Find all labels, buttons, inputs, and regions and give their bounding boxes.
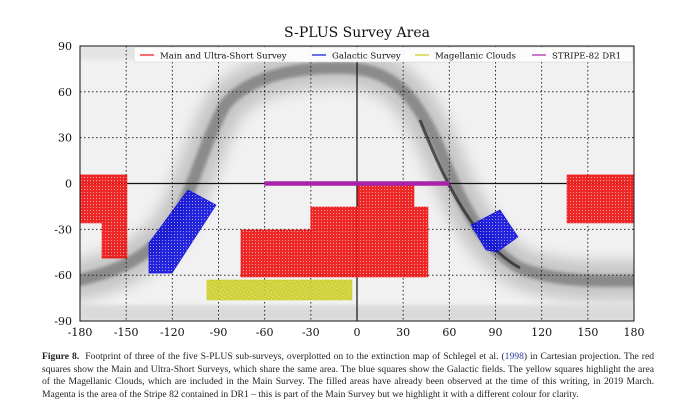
- citation-link[interactable]: 1998: [504, 351, 524, 362]
- x-tick-label: 30: [396, 326, 410, 339]
- y-tick-label: 30: [58, 132, 72, 145]
- x-tick-label: -90: [210, 326, 228, 339]
- footprint-region: [470, 209, 519, 253]
- y-tick-label: -90: [54, 315, 72, 328]
- series-magellanic-clouds: [206, 279, 353, 301]
- caption-text-1: Footprint of three of the five S-PLUS su…: [85, 351, 505, 362]
- legend-box: [133, 46, 634, 63]
- x-tick-label: -120: [160, 326, 185, 339]
- y-tick-label: -60: [54, 269, 72, 282]
- legend-label: Main and Ultra-Short Survey: [160, 52, 287, 62]
- plot-frame: [79, 45, 635, 322]
- x-tick-label: 120: [531, 326, 552, 339]
- y-tick-label: 0: [65, 178, 72, 191]
- x-tick-label: -150: [114, 326, 139, 339]
- footprint-region: [80, 174, 128, 259]
- dust-lane: [418, 119, 521, 270]
- legend: Main and Ultra-Short Survey Galactic Surv…: [133, 46, 634, 63]
- x-tick-label: 60: [442, 326, 456, 339]
- footprint-region: [148, 189, 217, 274]
- legend-label: STRIPE-82 DR1: [552, 52, 621, 62]
- x-tick-label: -180: [68, 326, 93, 339]
- footprint-region: [264, 181, 450, 186]
- x-tick-label: 180: [624, 326, 645, 339]
- caption-text-2: ) in Cartesian projection. The red squar…: [42, 351, 655, 400]
- chart-title: S-PLUS Survey Area: [284, 25, 430, 41]
- x-tick-label: 150: [577, 326, 598, 339]
- caption-label: Figure 8.: [42, 351, 80, 362]
- footprint-region: [206, 279, 353, 301]
- plot-area: [80, 46, 634, 321]
- y-tick-label: 90: [58, 40, 72, 53]
- figure-caption: Figure 8. Footprint of three of the five…: [42, 351, 654, 401]
- legend-label: Galactic Survey: [332, 52, 401, 62]
- y-tick-label: 60: [58, 86, 72, 99]
- series-stripe-82-dr1: [264, 181, 450, 186]
- footprint-region: [240, 182, 429, 278]
- y-tick-label: -30: [54, 223, 72, 236]
- x-tick-label: 0: [354, 326, 361, 339]
- x-tick-label: -60: [256, 326, 274, 339]
- x-tick-label: -30: [302, 326, 320, 339]
- series-main-and-ultra-short-survey: [80, 174, 634, 278]
- footprint-region: [566, 174, 634, 224]
- x-tick-label: 90: [489, 326, 503, 339]
- series-galactic-survey: [148, 189, 519, 274]
- legend-label: Magellanic Clouds: [435, 52, 516, 62]
- survey-area-figure: S-PLUS Survey Area -180 -150 -120 -90 -60 -30…: [54, 25, 645, 339]
